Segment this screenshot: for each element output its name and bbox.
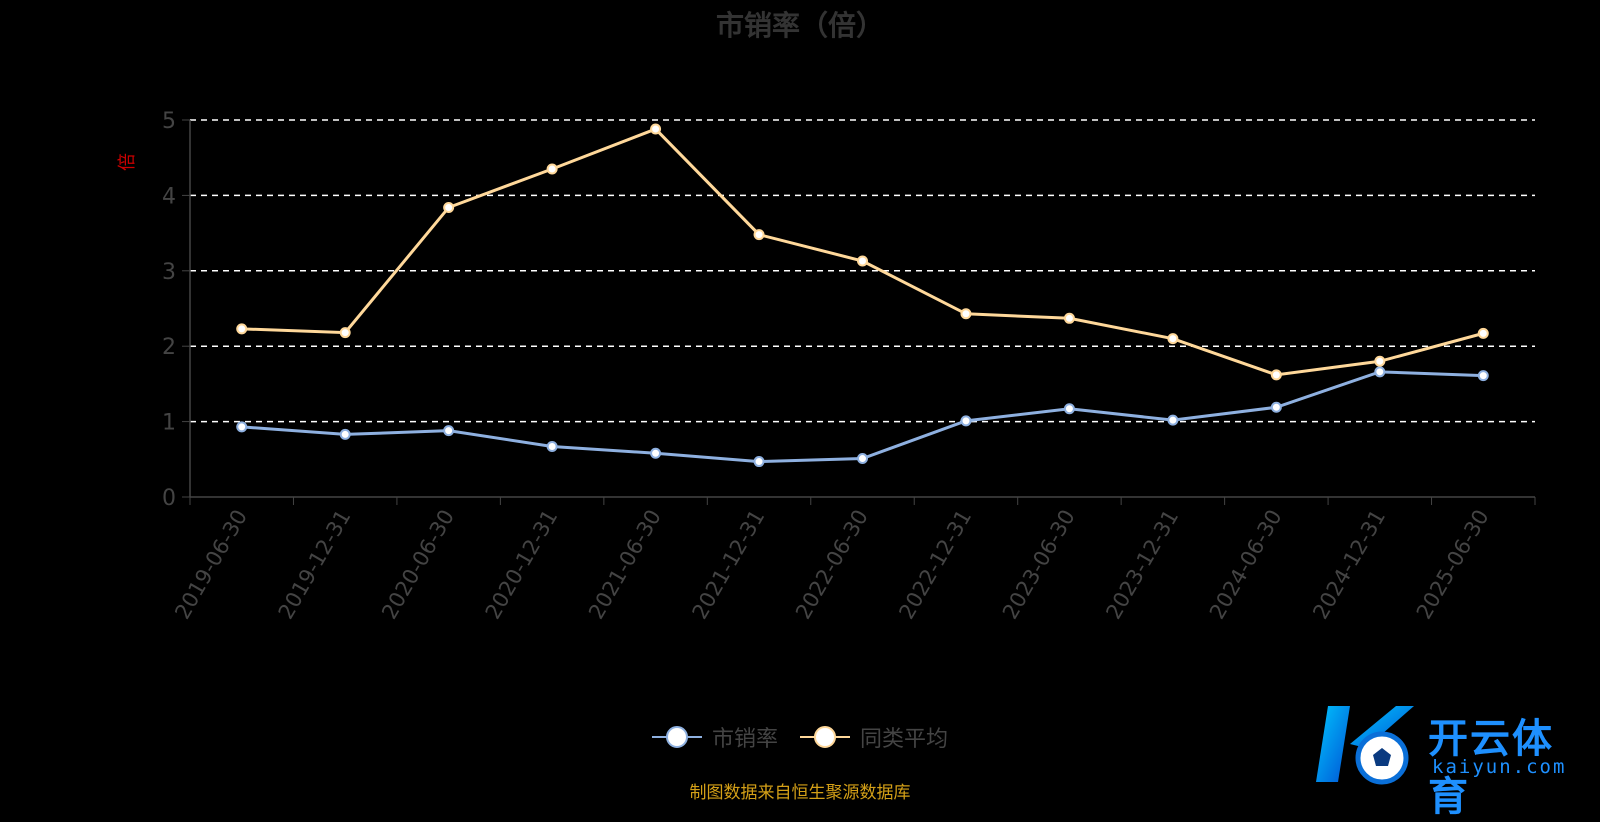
x-tick-label-8: 2023-06-30 xyxy=(998,506,1080,624)
series-2-point-2 xyxy=(443,201,455,213)
series-1-point-11 xyxy=(1374,366,1386,378)
series-2-point-11 xyxy=(1374,355,1386,367)
legend-item-series-1[interactable]: 市销率 xyxy=(651,721,778,753)
series-2-point-3 xyxy=(546,163,558,175)
series-1-point-0 xyxy=(236,421,248,433)
x-tick-label-6: 2022-06-30 xyxy=(791,506,873,624)
series-2-point-5 xyxy=(753,229,765,241)
x-tick-label-11: 2024-12-31 xyxy=(1308,506,1390,624)
y-tick-label-5: 5 xyxy=(162,109,176,134)
x-tick-label-9: 2023-12-31 xyxy=(1101,506,1183,624)
series-1-point-4 xyxy=(650,447,662,459)
y-tick-label-2: 2 xyxy=(162,335,176,360)
series-1-point-8 xyxy=(1063,403,1075,415)
series-1-point-5 xyxy=(753,456,765,468)
series-1-point-12 xyxy=(1477,370,1489,382)
series-1-point-2 xyxy=(443,425,455,437)
series-line-1 xyxy=(241,370,1484,464)
series-2-point-6 xyxy=(857,255,868,267)
logo-mark-icon xyxy=(1316,706,1414,785)
series-2-point-8 xyxy=(1063,312,1075,324)
x-tick-label-2: 2020-06-30 xyxy=(377,505,459,623)
x-tick-label-3: 2020-12-31 xyxy=(481,506,563,624)
y-tick-label-0: 0 xyxy=(162,486,176,511)
series-2-point-1 xyxy=(339,327,351,339)
x-tick-label-7: 2022-12-31 xyxy=(894,506,976,624)
legend: 市销率 同类平均 xyxy=(0,720,1600,754)
legend-label-series-1: 市销率 xyxy=(711,727,778,752)
x-tick-label-0: 2019-06-30 xyxy=(170,506,252,624)
x-tick-label-12: 2025-06-30 xyxy=(1412,506,1494,624)
series-1-point-10 xyxy=(1270,401,1282,413)
series-2-point-7 xyxy=(960,308,972,320)
series-2-point-0 xyxy=(236,323,248,335)
x-tick-label-10: 2024-06-30 xyxy=(1205,506,1287,624)
series-1-point-9 xyxy=(1167,414,1179,426)
chart-canvas: 0 1 2 3 4 5 2019-06-30 2019-12-31 2020-06-30 2020… xyxy=(162,109,1536,624)
y-tick-label-1: 1 xyxy=(162,411,176,436)
y-tick-label-3: 3 xyxy=(162,260,176,285)
logo-domain: kaiyun.com xyxy=(1432,756,1567,778)
x-tick-label-4: 2021-06-30 xyxy=(584,506,666,624)
y-tick-label-4: 4 xyxy=(162,184,176,209)
series-2-point-4 xyxy=(650,123,662,135)
legend-item-series-2[interactable]: 同类平均 xyxy=(800,721,948,753)
chart-title: 市销率（倍） xyxy=(715,9,884,42)
source-note: 制图数据来自恒生聚源数据库 xyxy=(689,783,911,803)
x-tick-label-5: 2021-12-31 xyxy=(688,506,770,624)
legend-swatch-series-1 xyxy=(651,726,702,748)
x-tick-label-1: 2019-12-31 xyxy=(274,506,356,624)
series-1-point-7 xyxy=(960,415,972,427)
series-1-point-1 xyxy=(339,428,351,440)
series-1-point-6 xyxy=(857,453,868,465)
series-1-point-3 xyxy=(546,440,558,452)
legend-label-series-2: 同类平均 xyxy=(860,727,949,752)
brand-logo: 开云体育 kaiyun.com xyxy=(1310,698,1595,820)
series-2-point-10 xyxy=(1270,369,1282,381)
series-2-point-9 xyxy=(1167,333,1179,345)
series-line-2 xyxy=(241,127,1484,377)
series-2-point-12 xyxy=(1477,327,1489,339)
legend-swatch-series-2 xyxy=(800,726,850,748)
